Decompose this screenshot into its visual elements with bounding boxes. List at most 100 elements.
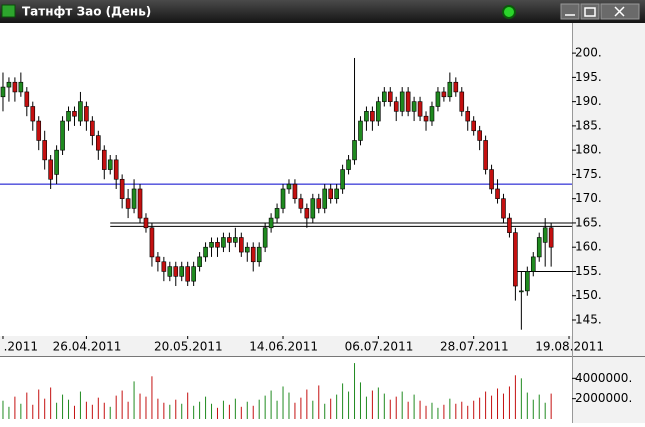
candle-body <box>340 169 345 190</box>
candle-body <box>519 290 524 293</box>
candle-body <box>221 237 226 248</box>
candle-body <box>298 198 304 209</box>
candle-body <box>72 111 77 117</box>
candle-body <box>322 188 328 209</box>
candle-body <box>548 227 554 248</box>
candle-body <box>489 169 494 190</box>
candle-body <box>411 101 417 112</box>
candle-body <box>12 81 18 93</box>
candle-body <box>78 101 83 122</box>
date-axis-pane <box>0 336 572 356</box>
candle-body <box>233 237 238 243</box>
candle-body <box>30 106 36 122</box>
window-title: Татнфт Зао (День) <box>22 5 151 19</box>
candle-body <box>352 140 357 161</box>
candle-body <box>292 183 298 199</box>
candle-body <box>155 256 161 263</box>
candle-body <box>244 246 250 253</box>
candle-body <box>542 227 548 243</box>
minimize-button[interactable] <box>560 3 580 20</box>
candle-body <box>227 237 232 243</box>
x-tick-label: 19.08.2011 <box>535 340 604 354</box>
title-bar <box>0 0 645 23</box>
candle-body <box>513 232 518 287</box>
candle-body <box>101 149 107 170</box>
candle-body <box>471 120 476 132</box>
candle-body <box>536 237 542 258</box>
candle-body <box>316 198 322 209</box>
candle-body <box>310 198 316 219</box>
candle-body <box>6 81 12 88</box>
candle-body <box>286 183 292 190</box>
candle-body <box>96 135 101 151</box>
candle-body <box>507 217 512 233</box>
volume-tick-label: 4000000. <box>575 371 632 385</box>
candle-body <box>48 159 53 180</box>
candle-body <box>36 120 42 141</box>
candle-body <box>107 159 113 170</box>
candle-body <box>459 91 465 112</box>
candle-body <box>0 86 6 98</box>
candle-body <box>24 91 30 107</box>
candle-body <box>501 198 506 219</box>
candle-body <box>530 256 536 272</box>
candle-body <box>256 246 262 263</box>
candle-body <box>280 188 286 209</box>
y-tick-label: 150. <box>575 288 602 302</box>
candle-body <box>137 188 143 219</box>
candle-body <box>358 120 363 141</box>
candle-body <box>131 188 137 209</box>
candle-body <box>60 120 65 151</box>
candle-body <box>382 91 387 102</box>
candle-body <box>191 266 196 282</box>
candle-body <box>387 91 393 102</box>
candle-body <box>453 81 459 93</box>
candle-body <box>274 208 280 219</box>
candle-body <box>304 208 310 219</box>
y-tick-label: 180. <box>575 143 602 157</box>
candle-body <box>370 111 375 122</box>
y-tick-label: 155. <box>575 264 602 278</box>
candle-body <box>364 111 369 122</box>
y-tick-label: 190. <box>575 94 602 108</box>
y-tick-label: 200. <box>575 46 602 60</box>
x-tick-label: 26.04.2011 <box>53 340 122 354</box>
candle-body <box>429 106 435 122</box>
candle-body <box>435 91 441 107</box>
candle-body <box>417 101 423 117</box>
candle-body <box>54 149 59 175</box>
candle-body <box>119 178 125 199</box>
candle-body <box>393 101 399 112</box>
candle-body <box>185 266 190 282</box>
candle-body <box>447 81 453 98</box>
candle-body <box>215 242 220 248</box>
candle-body <box>268 217 274 229</box>
button-glyphs <box>565 6 625 17</box>
volume-tick-label: 2000000. <box>575 391 632 405</box>
candle-body <box>18 81 24 93</box>
y-tick-label: 175. <box>575 167 602 181</box>
x-tick-label: 06.07.2011 <box>345 340 414 354</box>
candle-body <box>42 140 47 161</box>
x-tick-label: 14.06.2011 <box>249 340 318 354</box>
candle-body <box>346 159 351 170</box>
candle-body <box>239 237 244 253</box>
candle-body <box>405 91 411 112</box>
candle-body <box>495 188 500 199</box>
candle-body <box>423 115 429 122</box>
candle-body <box>465 111 471 122</box>
candle-body <box>525 271 530 292</box>
candle-body <box>262 227 268 248</box>
y-tick-label: 195. <box>575 70 602 84</box>
candle-body <box>84 106 89 122</box>
candle-body <box>173 266 179 277</box>
y-tick-label: 145. <box>575 312 602 326</box>
status-indicator[interactable] <box>502 5 516 19</box>
candle-body <box>209 242 214 248</box>
app-icon <box>1 4 16 18</box>
y-tick-label: 160. <box>575 240 602 254</box>
candle-body <box>143 217 149 229</box>
candle-body <box>399 91 405 112</box>
